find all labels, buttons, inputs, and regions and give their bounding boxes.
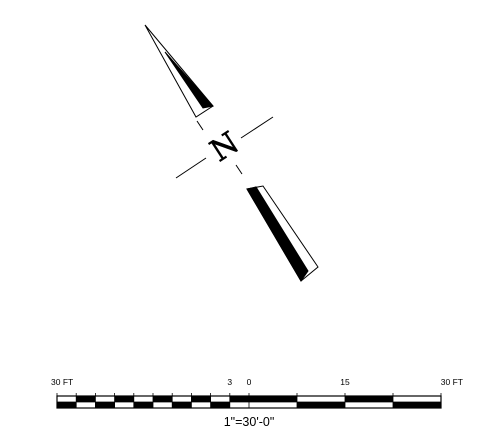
scale-segment-left-top [95, 396, 115, 402]
scale-tick-label: 30 FT [51, 377, 73, 387]
scale-segment-left-bottom [114, 402, 134, 408]
scale-segment-left-bottom [172, 402, 192, 408]
scale-segment-left-top [114, 396, 134, 402]
crosshair-upper-right [240, 116, 274, 139]
scale-segment-left-top [229, 396, 249, 402]
scale-segment-left-top [153, 396, 173, 402]
graphic-scale-bar: 30 FT 3 0 15 30 FT [51, 377, 463, 409]
scale-segment-right-bottom [393, 402, 441, 408]
scale-segment-left-bottom [95, 402, 115, 408]
scale-segment-right-bottom [249, 402, 297, 408]
scale-segment-left-top [76, 396, 96, 402]
crosshair-lower-left [175, 157, 207, 179]
scale-segment-left-bottom [153, 402, 173, 408]
scale-tick-label: 30 FT [441, 377, 463, 387]
scale-segment-left-bottom [229, 402, 249, 408]
scale-segment-left-bottom [210, 402, 230, 408]
north-letter: N [204, 125, 245, 169]
scale-ratio-text: 1"=30'-0" [224, 415, 275, 429]
north-arrow [144, 24, 319, 282]
scale-segment-left-bottom [76, 402, 96, 408]
scale-segment-right-bottom [345, 402, 393, 408]
scale-segment-right-top [249, 396, 297, 402]
scale-segment-right-bottom [297, 402, 345, 408]
scale-segment-right-top [393, 396, 441, 402]
crosshair-bottom [235, 164, 243, 175]
north-arrow-upper-pointer [144, 24, 214, 118]
scale-segment-left-bottom [191, 402, 211, 408]
scale-segment-right-top [345, 396, 393, 402]
scale-segment-left-top [210, 396, 230, 402]
scale-segment-left-top [172, 396, 192, 402]
scale-segment-left-top [191, 396, 211, 402]
scale-tick-label: 3 [227, 377, 232, 387]
north-arrow-lower-pointer [246, 185, 319, 282]
scale-segment-left-top [133, 396, 153, 402]
scale-segment-right-top [297, 396, 345, 402]
scale-tick-label: 15 [340, 377, 350, 387]
scale-segment-left-top [57, 396, 77, 402]
crosshair-top [196, 120, 204, 131]
scale-segment-left-bottom [57, 402, 77, 408]
scale-tick-label: 0 [247, 377, 252, 387]
scale-segment-left-bottom [133, 402, 153, 408]
